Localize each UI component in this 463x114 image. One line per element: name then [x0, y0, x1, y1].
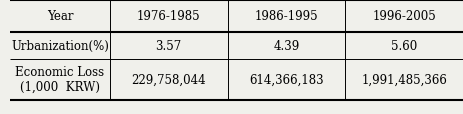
Text: 1,991,485,366: 1,991,485,366 — [361, 73, 446, 86]
Text: 1976-1985: 1976-1985 — [137, 10, 200, 23]
Text: 5.60: 5.60 — [390, 39, 417, 52]
Text: 4.39: 4.39 — [273, 39, 299, 52]
Text: 1986-1995: 1986-1995 — [254, 10, 318, 23]
Text: Year: Year — [47, 10, 73, 23]
Text: Economic Loss
(1,000  KRW): Economic Loss (1,000 KRW) — [15, 66, 104, 93]
Text: 1996-2005: 1996-2005 — [372, 10, 435, 23]
Text: 229,758,044: 229,758,044 — [131, 73, 206, 86]
Text: 614,366,183: 614,366,183 — [249, 73, 323, 86]
Text: Urbanization(%): Urbanization(%) — [11, 39, 109, 52]
Text: 3.57: 3.57 — [155, 39, 181, 52]
